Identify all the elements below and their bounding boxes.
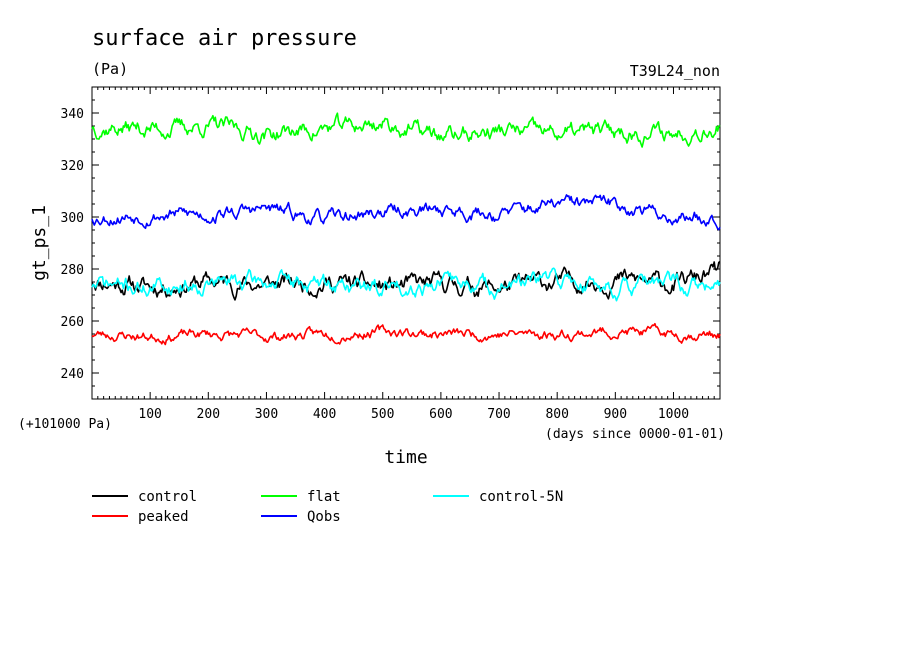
x-tick-label: 1000 — [658, 407, 689, 422]
x-axis-title: time — [384, 447, 427, 468]
series-line-peaked — [91, 322, 721, 346]
x-tick-label: 800 — [545, 407, 568, 422]
axis-ticks: 100 200 300 400 500 600 700 800 900 1000 240 260 280… — [61, 86, 720, 422]
x-tick-label: 200 — [197, 407, 220, 422]
y-offset-note: (+101000 Pa) — [18, 417, 112, 432]
x-tick-label: 400 — [313, 407, 336, 422]
y-tick-label: 340 — [61, 107, 84, 122]
y-tick-label: 320 — [61, 159, 84, 174]
legend: control peaked flat Qobs control-5N — [92, 489, 563, 525]
x-tick-label: 100 — [138, 407, 161, 422]
series-line-qobs — [91, 194, 721, 231]
y-tick-label: 240 — [61, 367, 84, 382]
chart-units: (Pa) — [92, 60, 128, 78]
series-line-control-5n — [91, 267, 721, 302]
series-line-control — [91, 260, 721, 301]
run-label: T39L24_non — [630, 62, 720, 80]
y-tick-label: 280 — [61, 263, 84, 278]
y-axis-title: gt_ps_1 — [29, 205, 50, 281]
legend-label: control-5N — [479, 489, 563, 505]
x-tick-label: 600 — [429, 407, 452, 422]
y-tick-label: 260 — [61, 315, 84, 330]
x-unit-note: (days since 0000-01-01) — [545, 427, 725, 442]
x-tick-label: 700 — [487, 407, 510, 422]
y-tick-label: 300 — [61, 211, 84, 226]
legend-label: Qobs — [307, 509, 341, 525]
legend-label: control — [138, 489, 197, 505]
x-tick-label: 900 — [604, 407, 627, 422]
x-tick-label: 500 — [371, 407, 394, 422]
series-layer — [91, 112, 721, 346]
chart-title: surface air pressure — [92, 26, 357, 51]
legend-label: flat — [307, 489, 341, 505]
series-line-flat — [91, 112, 721, 148]
x-tick-label: 300 — [255, 407, 278, 422]
legend-label: peaked — [138, 509, 189, 525]
